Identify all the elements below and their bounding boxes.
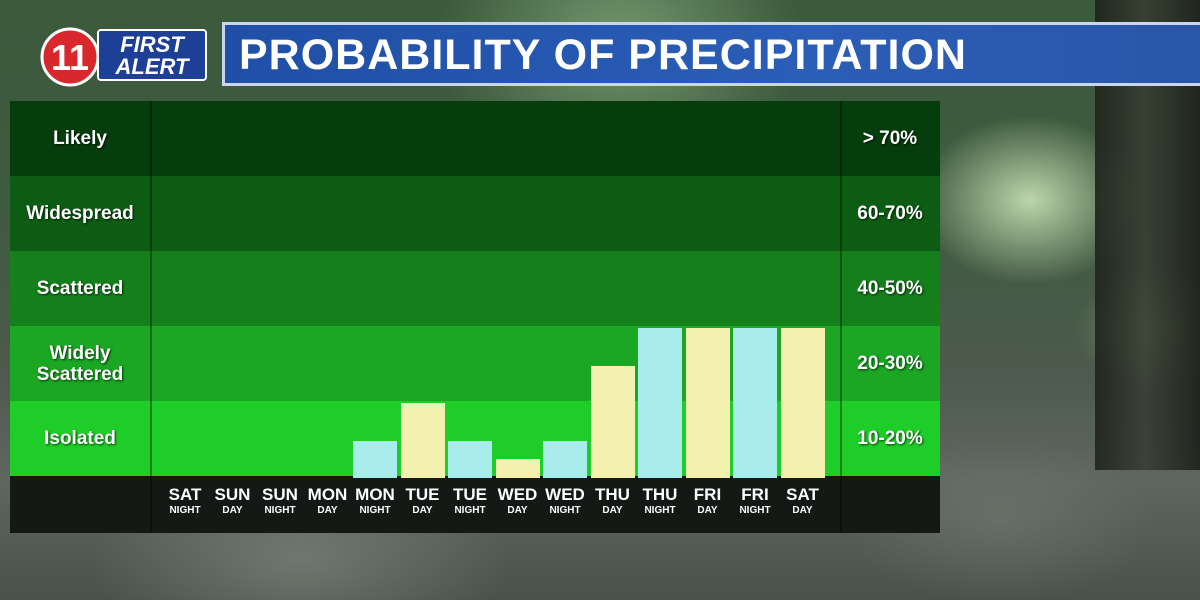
x-tick-sat-night: SAT NIGHT [162, 485, 208, 518]
precipitation-chart: Likely > 70% Widespread 60-70% Scattered 40-5… [10, 101, 940, 533]
x-tick-day: TUE [453, 485, 487, 504]
band-label: Widespread [26, 203, 134, 224]
bar-thu-night [638, 328, 682, 478]
x-tick-fri-night: FRI NIGHT [732, 485, 778, 518]
bar-sat-day [780, 328, 825, 478]
bar-mon-night [353, 440, 397, 478]
logo-plate [97, 29, 207, 81]
band-range-label: 40-50% [857, 277, 923, 299]
x-tick-day: WED [497, 485, 538, 504]
x-tick-sun-day: SUN DAY [210, 485, 256, 518]
x-tick-day: WED [545, 485, 585, 504]
x-tick-tue-night: TUE NIGHT [447, 485, 493, 518]
logo-text-first: FIRST [120, 32, 185, 57]
bar-tue-night [448, 440, 492, 478]
x-tick-day: SAT [786, 485, 819, 504]
logo-number: 11 [51, 37, 89, 78]
bar-fri-night [733, 328, 777, 478]
band-label: Isolated [44, 428, 116, 449]
x-tick-day: FRI [693, 485, 722, 504]
x-tick-period: NIGHT [264, 505, 296, 516]
band-likely: Likely > 70% [10, 101, 940, 176]
bar-fri-day [685, 328, 730, 478]
x-tick-period: DAY [792, 505, 813, 516]
x-tick-period: DAY [412, 505, 433, 516]
band-label: Widely Scattered [36, 342, 124, 385]
x-tick-day: MON [355, 485, 395, 504]
band-label: Scattered [36, 278, 124, 299]
bar-wed-night [543, 440, 587, 478]
band-range-label: 10-20% [857, 427, 923, 449]
band-range-label: > 70% [862, 127, 918, 149]
x-tick-mon-day: MON DAY [305, 485, 351, 518]
title-bar: PROBABILITY OF PRECIPITATION [222, 22, 1200, 86]
x-tick-period: DAY [602, 505, 623, 516]
x-tick-thu-day: THU DAY [590, 485, 636, 518]
x-tick-period: DAY [697, 505, 718, 516]
x-tick-period: NIGHT [549, 505, 581, 516]
x-tick-day: SUN [262, 485, 298, 504]
bar-wed-day [495, 459, 540, 478]
logo-text-alert: ALERT [115, 54, 190, 79]
x-tick-sat-day: SAT DAY [780, 485, 826, 518]
right-divider [840, 101, 842, 533]
x-tick-wed-night: WED NIGHT [542, 485, 588, 518]
x-tick-day: SAT [168, 485, 202, 504]
band-range-label: 60-70% [857, 202, 923, 224]
chart-title: PROBABILITY OF PRECIPITATION [239, 31, 967, 79]
bar-tue-day [400, 403, 445, 478]
x-tick-day: FRI [741, 485, 769, 504]
band-scattered: Scattered 40-50% [10, 251, 940, 326]
x-tick-period: NIGHT [644, 505, 676, 516]
x-tick-period: NIGHT [454, 505, 486, 516]
x-tick-day: THU [642, 485, 678, 504]
bar-thu-day [590, 365, 635, 478]
left-divider [150, 101, 152, 533]
x-tick-period: DAY [222, 505, 243, 516]
band-widespread: Widespread 60-70% [10, 176, 940, 251]
x-tick-period: DAY [507, 505, 528, 516]
x-tick-day: MON [307, 485, 348, 504]
band-label: Likely [53, 128, 107, 149]
x-tick-period: DAY [317, 505, 338, 516]
x-tick-thu-night: THU NIGHT [637, 485, 683, 518]
x-tick-period: NIGHT [739, 505, 771, 516]
x-tick-period: NIGHT [169, 505, 201, 516]
first-alert-logo: 11 FIRST ALERT [40, 27, 207, 87]
x-tick-period: NIGHT [359, 505, 391, 516]
x-tick-sun-night: SUN NIGHT [257, 485, 303, 518]
x-tick-day: TUE [405, 485, 440, 504]
x-tick-mon-night: MON NIGHT [352, 485, 398, 518]
x-tick-wed-day: WED DAY [495, 485, 541, 518]
band-range-label: 20-30% [857, 352, 923, 374]
x-tick-day: SUN [214, 485, 251, 504]
x-tick-day: THU [595, 485, 630, 504]
x-axis-strip [10, 478, 940, 533]
x-tick-tue-day: TUE DAY [400, 485, 446, 518]
x-tick-fri-day: FRI DAY [685, 485, 731, 518]
